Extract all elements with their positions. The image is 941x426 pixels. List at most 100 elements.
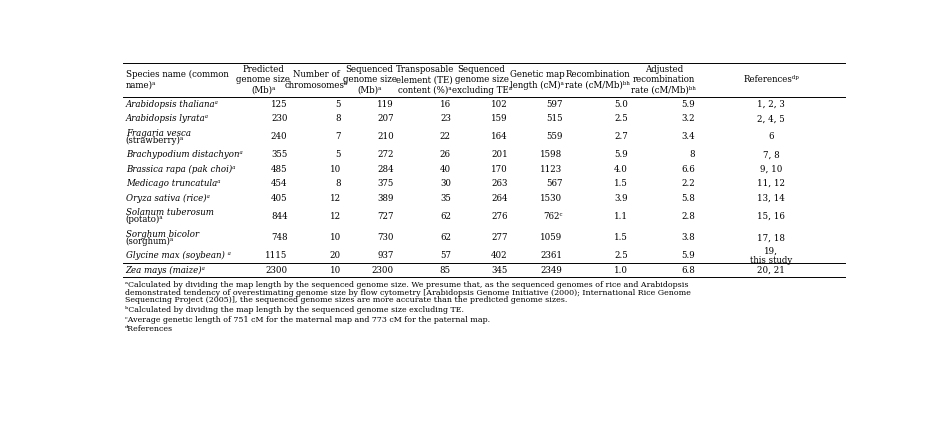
Text: 20: 20 (329, 251, 341, 260)
Text: Sequenced
genome size
excluding TEᵃ: Sequenced genome size excluding TEᵃ (452, 65, 512, 95)
Text: Transposable
element (TE)
content (%)ᵃ: Transposable element (TE) content (%)ᵃ (395, 65, 454, 95)
Text: Sequenced
genome size
(Mb)ᵃ: Sequenced genome size (Mb)ᵃ (343, 65, 396, 95)
Text: 6.8: 6.8 (681, 266, 695, 275)
Text: 3.4: 3.4 (681, 132, 695, 141)
Text: 5: 5 (335, 100, 341, 109)
Text: 5: 5 (335, 150, 341, 159)
Text: 2.8: 2.8 (681, 212, 695, 221)
Text: 8: 8 (335, 179, 341, 188)
Text: 3.9: 3.9 (614, 193, 628, 203)
Text: 119: 119 (377, 100, 394, 109)
Text: 2, 4, 5: 2, 4, 5 (758, 114, 785, 123)
Text: Fragaria vesca: Fragaria vesca (126, 129, 191, 138)
Text: 5.9: 5.9 (681, 251, 695, 260)
Text: 748: 748 (271, 233, 288, 242)
Text: Genetic map
length (cM)ᵃ: Genetic map length (cM)ᵃ (510, 70, 565, 89)
Text: 355: 355 (271, 150, 288, 159)
Text: 22: 22 (439, 132, 451, 141)
Text: 5.9: 5.9 (681, 100, 695, 109)
Text: 1598: 1598 (540, 150, 563, 159)
Text: Glycine max (soybean) ᵃ: Glycine max (soybean) ᵃ (126, 251, 231, 260)
Text: 276: 276 (491, 212, 508, 221)
Text: 1.5: 1.5 (614, 233, 628, 242)
Text: 5.9: 5.9 (614, 150, 628, 159)
Text: 2.5: 2.5 (614, 251, 628, 260)
Text: 30: 30 (439, 179, 451, 188)
Text: 6: 6 (768, 132, 774, 141)
Text: Number of
chromosomesᵇ: Number of chromosomesᵇ (284, 70, 348, 89)
Text: 40: 40 (439, 165, 451, 174)
Text: 207: 207 (377, 114, 394, 123)
Text: Recombination
rate (cM/Mb)ᵇʰ: Recombination rate (cM/Mb)ᵇʰ (565, 70, 630, 89)
Text: 559: 559 (546, 132, 563, 141)
Text: Predicted
genome size
(Mb)ᵃ: Predicted genome size (Mb)ᵃ (236, 65, 290, 95)
Text: 272: 272 (377, 150, 394, 159)
Text: Species name (common
name)ᵃ: Species name (common name)ᵃ (126, 70, 229, 89)
Text: Sequencing Project (2005)], the sequenced genome sizes are more accurate than th: Sequencing Project (2005)], the sequence… (125, 296, 567, 304)
Text: 7: 7 (335, 132, 341, 141)
Text: 12: 12 (329, 193, 341, 203)
Text: 23: 23 (440, 114, 451, 123)
Text: 230: 230 (271, 114, 288, 123)
Text: 13, 14: 13, 14 (758, 193, 785, 203)
Text: 402: 402 (491, 251, 508, 260)
Text: 567: 567 (546, 179, 563, 188)
Text: 10: 10 (329, 165, 341, 174)
Text: Zea mays (maize)ᵃ: Zea mays (maize)ᵃ (126, 266, 205, 275)
Text: this study: this study (750, 256, 792, 265)
Text: 164: 164 (491, 132, 508, 141)
Text: ᵃCalculated by dividing the map length by the sequenced genome size. We presume : ᵃCalculated by dividing the map length b… (125, 282, 689, 289)
Text: 5.8: 5.8 (681, 193, 695, 203)
Text: 937: 937 (377, 251, 394, 260)
Text: 597: 597 (546, 100, 563, 109)
Text: Adjusted
recombination
rate (cM/Mb)ᵇʰ: Adjusted recombination rate (cM/Mb)ᵇʰ (631, 65, 696, 95)
Text: 240: 240 (271, 132, 288, 141)
Text: 201: 201 (491, 150, 508, 159)
Text: 730: 730 (377, 233, 394, 242)
Text: 515: 515 (546, 114, 563, 123)
Text: Solanum tuberosum: Solanum tuberosum (126, 208, 214, 217)
Text: ᵈReferences: ᵈReferences (125, 325, 173, 333)
Text: 19,: 19, (764, 247, 778, 256)
Text: 8: 8 (335, 114, 341, 123)
Text: Oryza sativa (rice)ᵃ: Oryza sativa (rice)ᵃ (126, 193, 210, 203)
Text: Medicago truncatulaᵃ: Medicago truncatulaᵃ (126, 179, 220, 188)
Text: 2300: 2300 (372, 266, 394, 275)
Text: ᵇCalculated by dividing the map length by the sequenced genome size excluding TE: ᵇCalculated by dividing the map length b… (125, 306, 464, 314)
Text: 264: 264 (491, 193, 508, 203)
Text: 2.5: 2.5 (614, 114, 628, 123)
Text: 375: 375 (377, 179, 394, 188)
Text: 727: 727 (377, 212, 394, 221)
Text: 9, 10: 9, 10 (760, 165, 782, 174)
Text: 844: 844 (271, 212, 288, 221)
Text: 10: 10 (329, 266, 341, 275)
Text: ᶜAverage genetic length of 751 cM for the maternal map and 773 cM for the patern: ᶜAverage genetic length of 751 cM for th… (125, 316, 490, 323)
Text: 1115: 1115 (265, 251, 288, 260)
Text: Sorghum bicolor: Sorghum bicolor (126, 230, 199, 239)
Text: 1530: 1530 (540, 193, 563, 203)
Text: 85: 85 (439, 266, 451, 275)
Text: 170: 170 (491, 165, 508, 174)
Text: 159: 159 (491, 114, 508, 123)
Text: Brachypodium distachyonᵃ: Brachypodium distachyonᵃ (126, 150, 243, 159)
Text: 389: 389 (377, 193, 394, 203)
Text: 762ᶜ: 762ᶜ (543, 212, 563, 221)
Text: 2361: 2361 (540, 251, 563, 260)
Text: 12: 12 (329, 212, 341, 221)
Text: 102: 102 (491, 100, 508, 109)
Text: 16: 16 (439, 100, 451, 109)
Text: 485: 485 (271, 165, 288, 174)
Text: 2349: 2349 (541, 266, 563, 275)
Text: 3.8: 3.8 (681, 233, 695, 242)
Text: Arabidopsis thalianaᵃ: Arabidopsis thalianaᵃ (126, 100, 218, 109)
Text: 1059: 1059 (540, 233, 563, 242)
Text: 1.5: 1.5 (614, 179, 628, 188)
Text: Arabidopsis lyrataᵃ: Arabidopsis lyrataᵃ (126, 114, 209, 123)
Text: 26: 26 (439, 150, 451, 159)
Text: 10: 10 (329, 233, 341, 242)
Text: 1.1: 1.1 (614, 212, 628, 221)
Text: 7, 8: 7, 8 (762, 150, 779, 159)
Text: 17, 18: 17, 18 (758, 233, 785, 242)
Text: 5.0: 5.0 (614, 100, 628, 109)
Text: 405: 405 (271, 193, 288, 203)
